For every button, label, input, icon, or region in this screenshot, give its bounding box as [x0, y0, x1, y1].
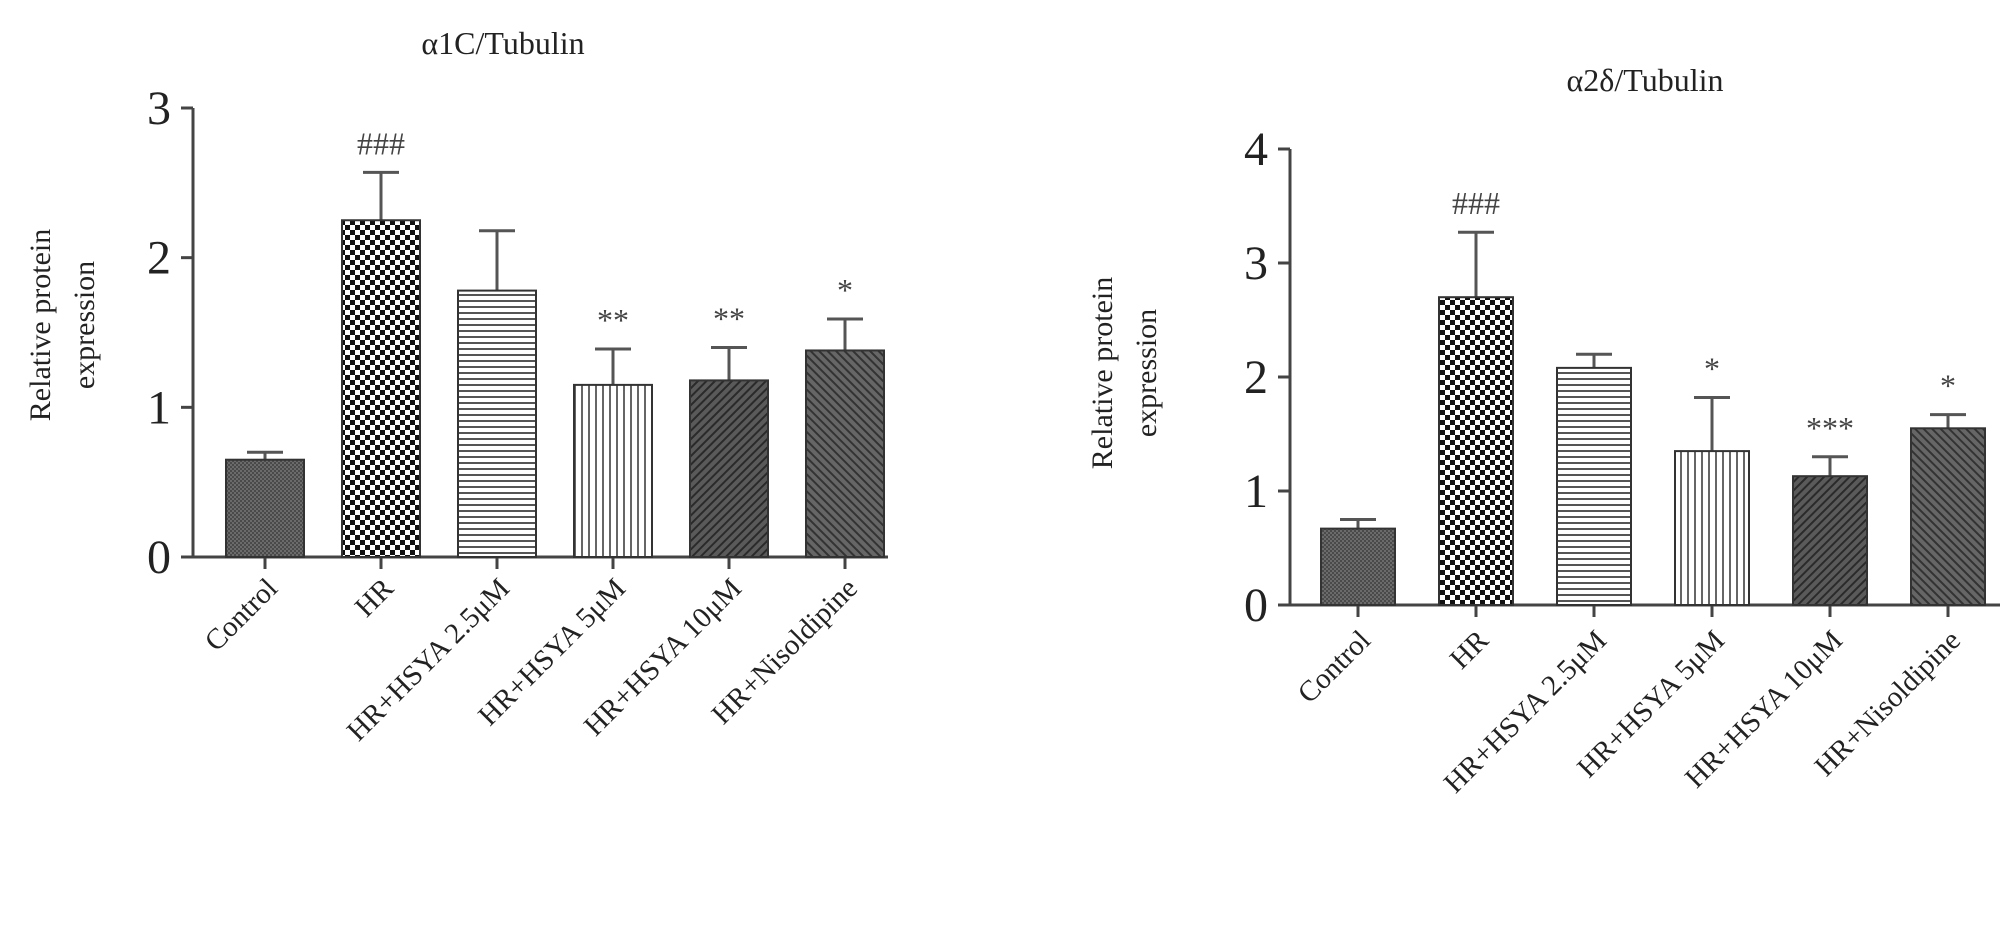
y-tick-label: 3: [147, 82, 171, 135]
x-category-label: HR: [349, 572, 401, 624]
y-tick-label: 0: [1244, 579, 1268, 632]
significance-marker: *: [1940, 368, 1956, 404]
chart-title: α2δ/Tubulin: [1567, 62, 1724, 98]
significance-marker: ***: [1806, 410, 1854, 446]
y-axis-label: Relative protein: [1086, 277, 1119, 469]
bar-hr-nisoldipine: [1910, 427, 1986, 606]
bar-hr-hsya-10-m: [1792, 475, 1868, 606]
y-tick-label: 4: [1244, 123, 1268, 176]
bar-hr-hsya-2-5-m: [457, 289, 537, 558]
bar-hr: [341, 219, 421, 558]
significance-marker: ###: [357, 125, 405, 161]
bar-hr-hsya-10-m: [689, 379, 769, 559]
chart-1: α1C/Tubulin Relative protein expression 0 1 2…: [24, 25, 888, 747]
significance-marker: ###: [1452, 185, 1500, 221]
chart-title: α1C/Tubulin: [421, 25, 584, 61]
y-axis-label: expression: [68, 261, 101, 389]
y-tick-label: 1: [147, 381, 171, 434]
x-category-label: Control: [199, 572, 284, 657]
y-tick-label: 1: [1244, 465, 1268, 518]
x-category-label: HR: [1444, 624, 1496, 676]
chart-2: α2δ/Tubulin Relative protein expression 0 1 2…: [1086, 62, 2000, 799]
y-tick-label: 3: [1244, 237, 1268, 290]
significance-marker: *: [837, 272, 853, 308]
significance-marker: **: [713, 300, 745, 336]
y-tick-label: 0: [147, 531, 171, 584]
y-axis-label: Relative protein: [24, 229, 57, 421]
significance-marker: *: [1704, 351, 1720, 387]
bar-hr-hsya-2-5-m: [1556, 366, 1632, 606]
y-axis-label: expression: [1130, 309, 1163, 437]
y-tick-label: 2: [147, 232, 171, 285]
bar-hr: [1438, 296, 1514, 606]
bar-hr-nisoldipine: [805, 349, 885, 558]
bar-control: [225, 458, 305, 559]
bar-control: [1320, 527, 1396, 606]
bar-hr-hsya-5-m: [573, 383, 653, 558]
bar-hr-hsya-5-m: [1674, 450, 1750, 606]
x-category-label: Control: [1292, 624, 1377, 709]
significance-marker: **: [597, 302, 629, 338]
y-tick-label: 2: [1244, 351, 1268, 404]
